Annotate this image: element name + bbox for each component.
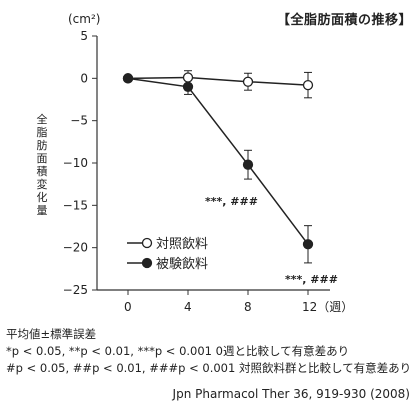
data-point-test: [182, 81, 194, 92]
x-tick-label: 8: [244, 300, 252, 314]
footnote-vs-control: #p < 0.05, ##p < 0.01, ###p < 0.001 対照飲料…: [6, 361, 412, 375]
legend-label-test: 被験飲料: [156, 256, 208, 272]
y-tick-label: −25: [63, 283, 88, 297]
data-point-control: [242, 76, 254, 87]
y-tick-label: −5: [70, 114, 88, 128]
x-tick-label: 4: [184, 300, 192, 314]
footnotes: 平均値±標準誤差 *p < 0.05, **p < 0.01, ***p < 0…: [6, 326, 411, 377]
footnote-vs-week0: *p < 0.05, **p < 0.01, ***p < 0.001 0週と比…: [6, 344, 350, 358]
y-axis-label-char: 変: [37, 177, 48, 191]
x-tick-label: 0: [124, 300, 132, 314]
data-point-control: [182, 72, 194, 83]
footnote-mean-se: 平均値±標準誤差: [6, 327, 97, 341]
x-tick-label: 12（週）: [302, 300, 353, 314]
y-axis-label-char: 化: [37, 190, 48, 204]
source-citation: Jpn Pharmacol Ther 36, 919-930 (2008): [172, 387, 410, 401]
y-tick-label: −20: [63, 241, 88, 255]
significance-annotation: ***, ###: [205, 195, 258, 208]
legend-label-control: 対照飲料: [156, 236, 208, 252]
y-tick-label: 5: [80, 29, 88, 43]
legend-marker-control: [141, 237, 153, 249]
data-point-test: [242, 159, 254, 170]
series-line-test: [127, 77, 309, 245]
chart-title: 【全脂肪面積の推移】: [276, 13, 412, 28]
y-axis-label-char: 全: [37, 112, 48, 126]
y-axis-label-char: 面: [37, 152, 48, 165]
y-axis-label-char: 量: [37, 204, 48, 217]
y-tick-label: −15: [63, 198, 88, 212]
y-axis-label-char: 脂: [37, 125, 48, 139]
legend-marker-test: [141, 257, 153, 269]
y-unit-label: (cm²): [68, 12, 100, 26]
data-point-test: [302, 239, 314, 250]
series-line-control: [127, 76, 309, 86]
data-point-control: [302, 79, 314, 91]
y-axis-label-char: 積: [37, 164, 48, 178]
y-tick-label: −10: [63, 156, 88, 170]
y-tick-label: 0: [80, 71, 88, 85]
data-point-test: [122, 73, 134, 84]
y-axis-label-char: 肪: [37, 138, 48, 152]
significance-annotation: ***, ###: [285, 273, 338, 286]
